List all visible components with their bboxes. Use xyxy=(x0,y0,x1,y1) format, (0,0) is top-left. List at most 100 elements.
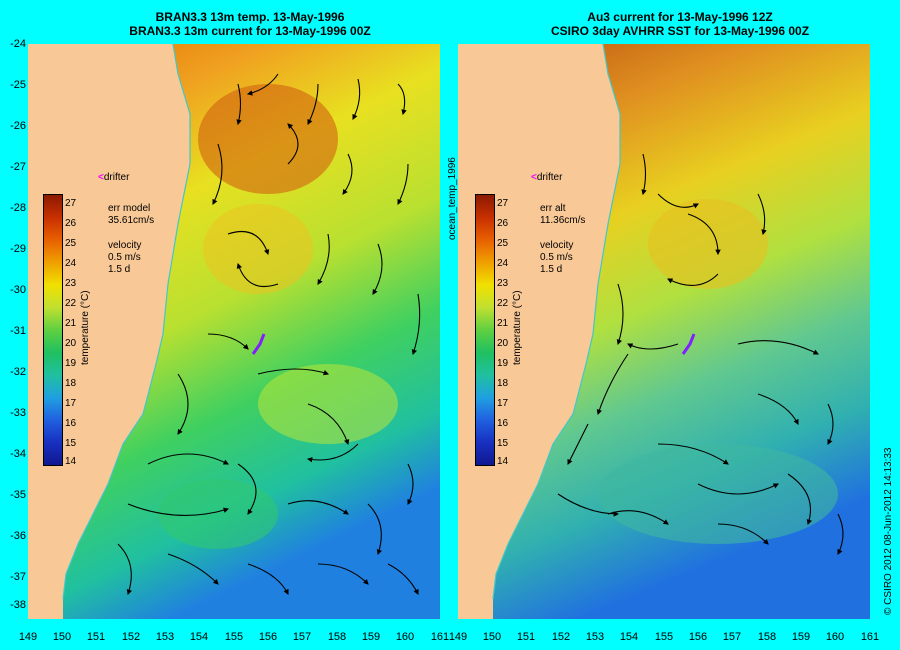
drifter-label: drifter xyxy=(536,172,563,183)
velocity-legend-right: velocity 0.5 m/s 1.5 d xyxy=(540,240,573,276)
lon-tick-label: 159 xyxy=(791,631,811,643)
lon-tick-label: 158 xyxy=(757,631,777,643)
lat-tick-label: -32 xyxy=(10,366,26,378)
lon-tick-label: 150 xyxy=(482,631,502,643)
lat-tick-label: -33 xyxy=(10,407,26,419)
colorbar-tick: 19 xyxy=(497,358,509,369)
lat-tick-label: -38 xyxy=(10,599,26,611)
colorbar-tick: 16 xyxy=(497,418,509,429)
colorbar-tick: 22 xyxy=(65,298,77,309)
lat-tick-label: -25 xyxy=(10,79,26,91)
velocity-scale: 0.5 m/s xyxy=(540,252,573,263)
colorbar-tick: 18 xyxy=(497,378,509,389)
colorbar-tick: 27 xyxy=(497,198,509,209)
velocity-days: 1.5 d xyxy=(108,264,131,275)
colorbar-title-left: temperature (°C) xyxy=(80,290,91,365)
err-value: 35.61cm/s xyxy=(108,215,155,226)
colorbar-tick: 23 xyxy=(65,278,77,289)
lat-tick-label: -29 xyxy=(10,243,26,255)
land-bottom xyxy=(458,599,493,619)
lon-tick-label: 152 xyxy=(121,631,141,643)
colorbar-tick: 20 xyxy=(65,338,77,349)
lon-tick-label: 158 xyxy=(327,631,347,643)
warm-eddy xyxy=(198,84,338,194)
colorbar-tick: 14 xyxy=(65,456,77,467)
model-temperature-map xyxy=(28,44,440,619)
lat-tick-label: -34 xyxy=(10,448,26,460)
colorbar-tick: 22 xyxy=(497,298,509,309)
colorbar-tick: 15 xyxy=(497,438,509,449)
colorbar-tick: 19 xyxy=(65,358,77,369)
colorbar-tick: 26 xyxy=(497,218,509,229)
left-title-line2: BRAN3.3 13m current for 13-May-1996 00Z xyxy=(129,24,371,38)
lon-tick-label: 156 xyxy=(688,631,708,643)
drifter-legend-right: <drifter xyxy=(531,172,562,183)
colorbar-tick: 24 xyxy=(65,258,77,269)
current-vectors xyxy=(557,153,844,555)
velocity-label: velocity xyxy=(540,240,574,251)
lon-tick-label: 160 xyxy=(395,631,415,643)
colorbar-title-right: temperature (°C) xyxy=(512,290,523,365)
lat-tick-label: -35 xyxy=(10,489,26,501)
error-annotation-right: err alt 11.36cm/s xyxy=(540,203,585,227)
left-panel-title: BRAN3.3 13m temp. 13-May-1996 BRAN3.3 13… xyxy=(80,10,420,38)
lat-tick-label: -27 xyxy=(10,161,26,173)
lat-tick-label: -36 xyxy=(10,530,26,542)
colorbar-tick: 26 xyxy=(65,218,77,229)
lon-tick-label: 157 xyxy=(722,631,742,643)
velocity-legend-left: velocity 0.5 m/s 1.5 d xyxy=(108,240,141,276)
drifter-track xyxy=(681,333,696,355)
land-bottom xyxy=(28,599,63,619)
colorbar-tick: 16 xyxy=(65,418,77,429)
lon-tick-label: 154 xyxy=(189,631,209,643)
lon-tick-label: 151 xyxy=(86,631,106,643)
land xyxy=(28,44,190,599)
lon-tick-label: 161 xyxy=(860,631,880,643)
lon-tick-label: 154 xyxy=(619,631,639,643)
drifter-label: drifter xyxy=(103,172,130,183)
coastline xyxy=(62,44,191,600)
drifter-marker-icon: < xyxy=(531,172,537,183)
err-value: 11.36cm/s xyxy=(540,215,586,226)
colorbar-tick: 23 xyxy=(497,278,509,289)
lat-tick-label: -31 xyxy=(10,325,26,337)
satellite-sst-map xyxy=(458,44,870,619)
coastline xyxy=(492,44,621,600)
colorbar-tick: 27 xyxy=(65,198,77,209)
lon-tick-label: 151 xyxy=(516,631,536,643)
lat-tick-label: -37 xyxy=(10,571,26,583)
right-panel-title: Au3 current for 13-May-1996 12Z CSIRO 3d… xyxy=(510,10,850,38)
colorbar-tick: 21 xyxy=(497,318,509,329)
lon-tick-label: 155 xyxy=(654,631,674,643)
dataset-label: ocean_temp_1996 xyxy=(447,157,458,240)
colorbar-tick: 17 xyxy=(497,398,509,409)
colorbar-tick: 17 xyxy=(65,398,77,409)
colorbar-left xyxy=(43,194,63,466)
lon-tick-label: 155 xyxy=(224,631,244,643)
colorbar-tick: 25 xyxy=(65,238,77,249)
colorbar-tick: 20 xyxy=(497,338,509,349)
err-label: err alt xyxy=(540,203,566,214)
colorbar-right xyxy=(475,194,495,466)
velocity-scale: 0.5 m/s xyxy=(108,252,141,263)
eddy xyxy=(648,199,768,289)
drifter-marker-icon: < xyxy=(98,172,104,183)
current-vectors xyxy=(117,73,421,596)
lon-tick-label: 149 xyxy=(448,631,468,643)
error-annotation-left: err model 35.61cm/s xyxy=(108,203,154,227)
lat-tick-label: -26 xyxy=(10,120,26,132)
lat-tick-label: -24 xyxy=(10,38,26,50)
colorbar-tick: 25 xyxy=(497,238,509,249)
colorbar-tick: 14 xyxy=(497,456,509,467)
left-title-line1: BRAN3.3 13m temp. 13-May-1996 xyxy=(155,10,345,24)
land xyxy=(458,44,620,599)
lon-tick-label: 152 xyxy=(551,631,571,643)
err-label: err model xyxy=(108,203,151,214)
lon-tick-label: 150 xyxy=(52,631,72,643)
eddy xyxy=(158,479,278,549)
velocity-days: 1.5 d xyxy=(540,264,563,275)
eddy xyxy=(203,204,313,294)
lon-tick-label: 159 xyxy=(361,631,381,643)
velocity-label: velocity xyxy=(108,240,142,251)
right-title-line1: Au3 current for 13-May-1996 12Z xyxy=(587,10,773,24)
